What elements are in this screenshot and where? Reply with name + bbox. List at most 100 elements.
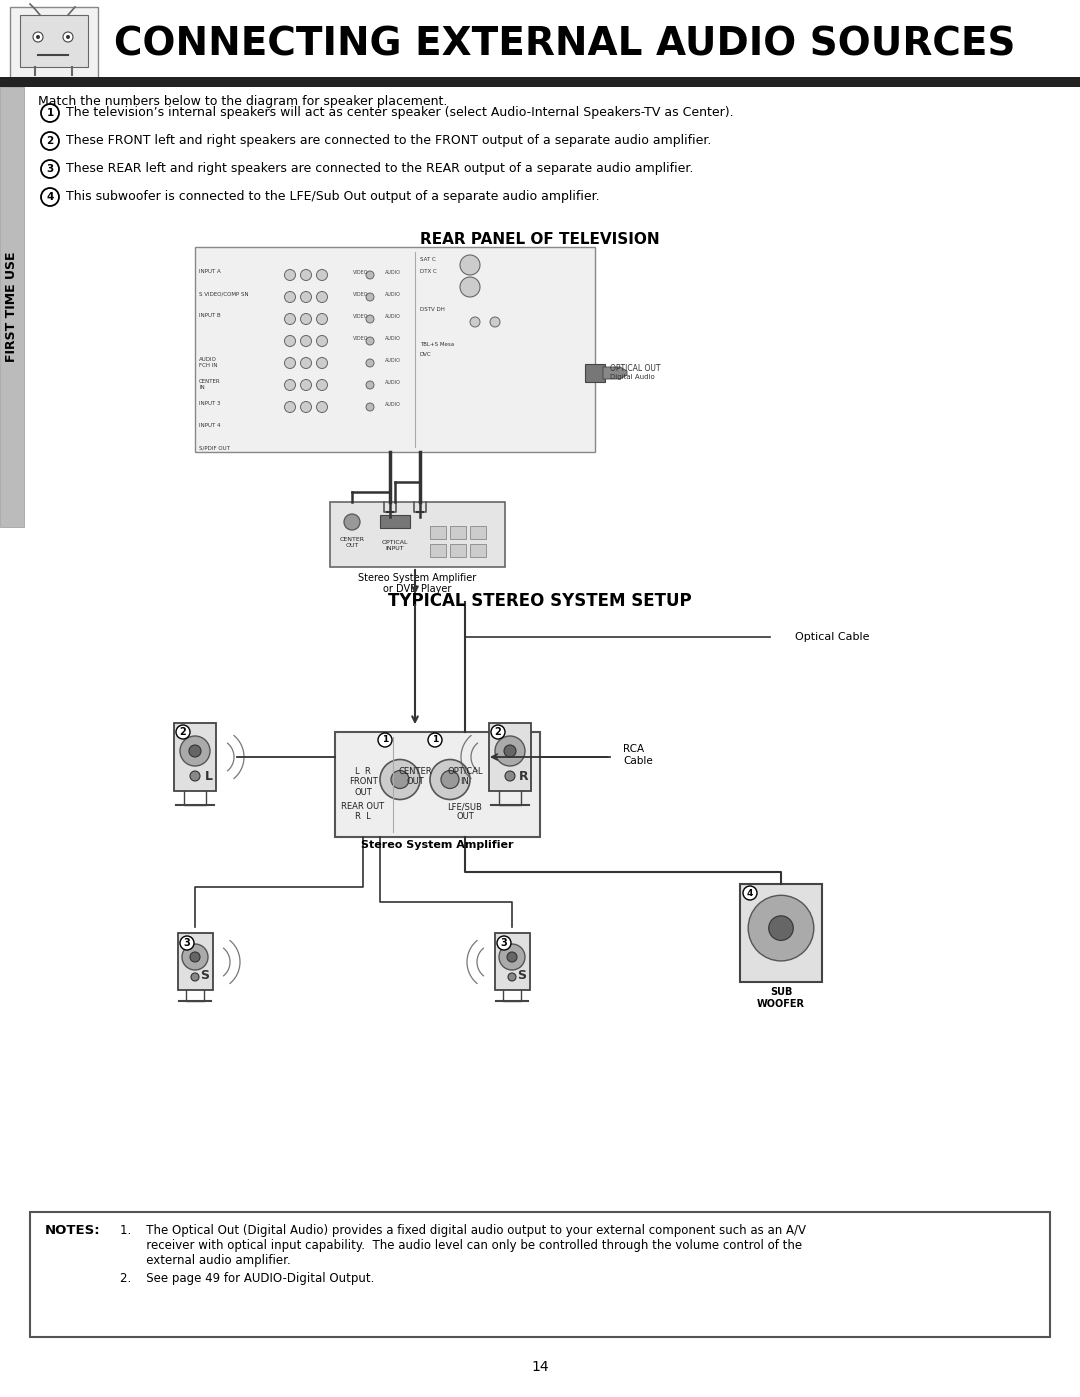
Circle shape: [284, 380, 296, 391]
Text: OPTICAL
IN: OPTICAL IN: [447, 767, 483, 787]
Circle shape: [748, 895, 814, 961]
Text: OPTICAL OUT: OPTICAL OUT: [610, 365, 661, 373]
Circle shape: [41, 189, 59, 205]
Circle shape: [490, 317, 500, 327]
Circle shape: [316, 270, 327, 281]
Text: VIDEO: VIDEO: [353, 271, 368, 275]
Text: AUDIO: AUDIO: [384, 380, 401, 386]
Text: SUB
WOOFER: SUB WOOFER: [757, 988, 805, 1009]
Text: NOTES:: NOTES:: [45, 1224, 100, 1236]
Circle shape: [499, 944, 525, 970]
Circle shape: [284, 270, 296, 281]
Circle shape: [300, 292, 311, 303]
Text: L: L: [205, 770, 213, 782]
Circle shape: [316, 401, 327, 412]
Circle shape: [507, 951, 517, 963]
Circle shape: [504, 745, 516, 757]
Text: TBL+S Mesa: TBL+S Mesa: [420, 342, 455, 346]
Bar: [174, 724, 216, 791]
Text: REAR OUT
R  L: REAR OUT R L: [341, 802, 384, 821]
Circle shape: [183, 944, 208, 970]
Circle shape: [460, 256, 480, 275]
Text: 14: 14: [531, 1361, 549, 1375]
Bar: [21, 15, 87, 67]
Circle shape: [191, 972, 199, 981]
Circle shape: [190, 951, 200, 963]
Bar: [450, 543, 465, 557]
Bar: [495, 933, 530, 990]
Text: S: S: [200, 970, 210, 982]
Text: 2: 2: [495, 726, 501, 738]
Text: RCA
Cable: RCA Cable: [623, 745, 652, 766]
Circle shape: [36, 35, 40, 39]
Bar: [430, 527, 446, 539]
Circle shape: [300, 335, 311, 346]
Bar: [30, 1213, 1050, 1337]
Text: 2.    See page 49 for AUDIO-Digital Output.: 2. See page 49 for AUDIO-Digital Output.: [120, 1273, 375, 1285]
Bar: [330, 502, 505, 567]
Circle shape: [366, 381, 374, 388]
Text: 2: 2: [46, 136, 54, 147]
Text: SAT C: SAT C: [420, 257, 435, 263]
Text: 1: 1: [46, 108, 54, 117]
Bar: [585, 365, 605, 381]
Text: AUDIO: AUDIO: [384, 359, 401, 363]
Bar: [195, 247, 595, 453]
Circle shape: [316, 313, 327, 324]
Text: R: R: [518, 770, 528, 782]
Circle shape: [366, 314, 374, 323]
Text: 2: 2: [179, 726, 187, 738]
Bar: [335, 732, 540, 837]
Circle shape: [180, 936, 194, 950]
Circle shape: [380, 760, 420, 799]
Circle shape: [345, 514, 360, 529]
Circle shape: [430, 760, 470, 799]
Text: receiver with optical input capability.  The audio level can only be controlled : receiver with optical input capability. …: [120, 1239, 802, 1252]
Bar: [0, 87, 24, 527]
Text: INPUT 3: INPUT 3: [199, 401, 220, 407]
Circle shape: [41, 161, 59, 177]
Circle shape: [284, 358, 296, 369]
Circle shape: [66, 35, 70, 39]
Text: 4: 4: [46, 191, 54, 203]
Text: These REAR left and right speakers are connected to the REAR output of a separat: These REAR left and right speakers are c…: [66, 162, 693, 175]
Bar: [470, 543, 486, 557]
Circle shape: [300, 313, 311, 324]
Bar: [740, 884, 822, 982]
Text: AUDIO: AUDIO: [384, 402, 401, 408]
Text: AUDIO
FCH IN: AUDIO FCH IN: [199, 358, 217, 367]
Circle shape: [508, 972, 516, 981]
Bar: [0, 77, 1080, 87]
Text: 1: 1: [382, 735, 388, 745]
Text: DTX C: DTX C: [420, 270, 436, 274]
Text: 3: 3: [46, 163, 54, 175]
Circle shape: [33, 32, 43, 42]
Text: The television’s internal speakers will act as center speaker (select Audio-Inte: The television’s internal speakers will …: [66, 106, 733, 119]
Text: AUDIO: AUDIO: [384, 271, 401, 275]
Circle shape: [316, 335, 327, 346]
Bar: [10, 7, 98, 80]
Text: external audio amplifier.: external audio amplifier.: [120, 1255, 291, 1267]
Text: INPUT A: INPUT A: [199, 270, 220, 274]
Circle shape: [769, 916, 794, 940]
Circle shape: [491, 725, 505, 739]
Text: CENTER
IN: CENTER IN: [199, 379, 220, 390]
Text: INPUT B: INPUT B: [199, 313, 220, 319]
Circle shape: [300, 401, 311, 412]
Circle shape: [460, 277, 480, 298]
Circle shape: [284, 292, 296, 303]
Circle shape: [284, 313, 296, 324]
Text: CENTER
OUT: CENTER OUT: [399, 767, 432, 787]
Circle shape: [63, 32, 73, 42]
Circle shape: [190, 771, 200, 781]
Text: or DVD Player: or DVD Player: [383, 584, 451, 594]
Text: 1.    The Optical Out (Digital Audio) provides a fixed digital audio output to y: 1. The Optical Out (Digital Audio) provi…: [120, 1224, 806, 1236]
Text: DSTV DH: DSTV DH: [420, 307, 445, 312]
Circle shape: [743, 886, 757, 900]
Text: DVC: DVC: [420, 352, 432, 358]
Text: 3: 3: [501, 937, 508, 949]
Bar: [470, 527, 486, 539]
Circle shape: [366, 359, 374, 367]
Text: S/PDIF OUT: S/PDIF OUT: [199, 446, 230, 450]
Circle shape: [300, 270, 311, 281]
